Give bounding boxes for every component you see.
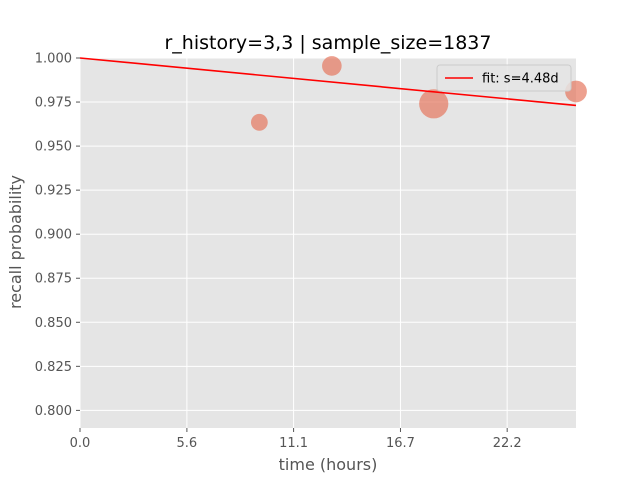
legend-box (436, 64, 572, 92)
x-tick-label: 0.0 (70, 436, 91, 451)
data-point (322, 56, 342, 76)
data-point (419, 89, 449, 119)
y-tick-label: 0.925 (35, 184, 72, 199)
x-tick-label: 11.1 (279, 436, 308, 451)
x-tick-label: 5.6 (177, 436, 198, 451)
x-axis-label: time (hours) (279, 455, 378, 474)
fit-line (79, 57, 577, 107)
y-axis-label: recall probability (6, 175, 25, 309)
y-tick-label: 0.975 (35, 96, 72, 111)
y-tick-label: 1.000 (35, 52, 72, 67)
data-point (250, 113, 268, 131)
y-tick-label: 0.850 (35, 316, 72, 331)
chart-title: r_history=3,3 | sample_size=1837 (165, 32, 492, 54)
y-tick-label: 0.900 (35, 228, 72, 243)
legend-label: fit: s=4.48d (482, 72, 559, 87)
y-tick-label: 0.825 (35, 360, 72, 375)
y-tick-label: 0.875 (35, 272, 72, 287)
x-tick-label: 16.7 (386, 436, 415, 451)
x-tick-label: 22.2 (493, 436, 522, 451)
plot-area (80, 58, 576, 428)
y-tick-label: 0.800 (35, 404, 72, 419)
y-tick-label: 0.950 (35, 140, 72, 155)
